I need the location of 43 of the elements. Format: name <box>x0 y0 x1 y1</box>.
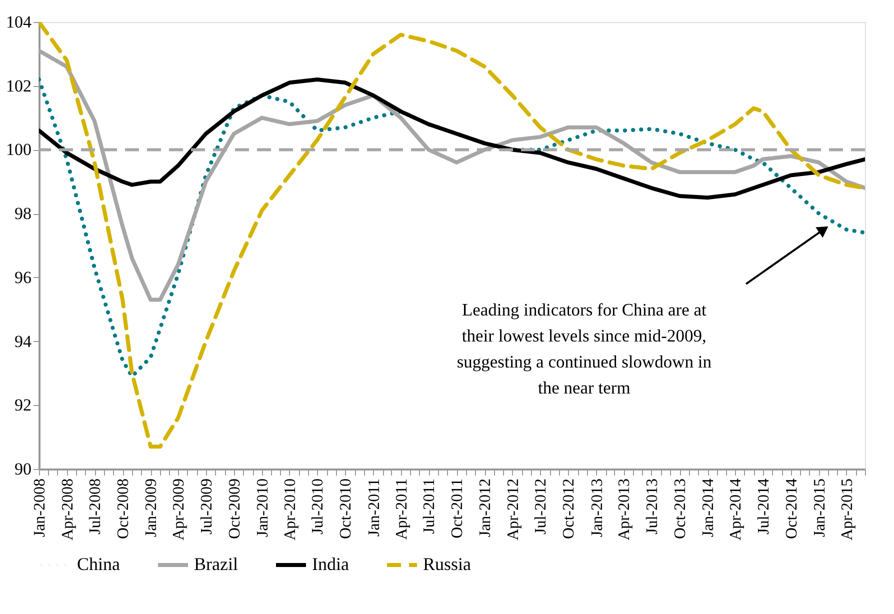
x-tick-label: Jul-2012 <box>532 478 550 534</box>
x-tick-label: Jul-2010 <box>310 478 327 534</box>
x-tick-label: Jul-2008 <box>87 478 104 534</box>
x-tick-label: Apr-2010 <box>282 478 299 540</box>
legend-label: Russia <box>423 554 472 574</box>
x-tick-label: Jul-2014 <box>755 478 772 534</box>
x-tick-label: Jan-2009 <box>143 478 160 538</box>
y-tick-label: 104 <box>6 12 32 32</box>
x-tick-label: Oct-2011 <box>449 478 466 538</box>
annotation: Leading indicators for China are at their lowest levels since mid-2009, suggesting a continued slowdown in the near term <box>456 299 712 398</box>
y-tick-label: 92 <box>14 396 32 415</box>
x-tick-label: Apr-2009 <box>170 478 188 540</box>
legend-label: China <box>77 554 120 574</box>
y-tick-label: 94 <box>14 332 32 351</box>
x-tick-label: Oct-2008 <box>115 478 132 539</box>
x-tick-label: Apr-2014 <box>728 478 745 540</box>
legend-label: India <box>312 554 349 574</box>
x-tick-label: Jan-2010 <box>254 478 272 538</box>
x-tick-label: Jan-2014 <box>700 478 718 538</box>
x-tick-label: Jan-2015 <box>811 478 828 538</box>
x-tick-label: Jul-2013 <box>644 478 661 534</box>
x-tick-label: Oct-2014 <box>783 478 800 539</box>
x-tick-label: Apr-2008 <box>59 478 76 540</box>
y-tick-label: 90 <box>14 460 32 478</box>
x-tick-label: Apr-2013 <box>616 478 634 540</box>
x-tick-label: Jul-2011 <box>421 478 438 534</box>
x-tick-label: Oct-2009 <box>226 478 244 539</box>
x-tick-label: Apr-2011 <box>393 478 410 540</box>
x-tick-label: Oct-2012 <box>560 478 578 539</box>
y-tick-label: 98 <box>14 204 32 224</box>
x-tick-label: Apr-2012 <box>504 478 522 540</box>
y-tick-label: 100 <box>6 140 32 160</box>
x-tick-label: Jan-2012 <box>477 478 494 538</box>
x-tick-label: Jan-2013 <box>588 478 606 538</box>
x-tick-label: Oct-2013 <box>672 478 690 539</box>
x-tick-label: Jan-2008 <box>32 478 48 538</box>
legend-label: Brazil <box>194 554 238 574</box>
x-tick-label: Jul-2009 <box>198 478 216 534</box>
y-tick-label: 96 <box>14 268 32 287</box>
x-tick-label: Apr-2015 <box>838 478 856 540</box>
x-tick-label: Oct-2010 <box>338 478 355 539</box>
x-tick-label: Jan-2011 <box>366 478 383 537</box>
y-tick-label: 102 <box>6 76 32 96</box>
